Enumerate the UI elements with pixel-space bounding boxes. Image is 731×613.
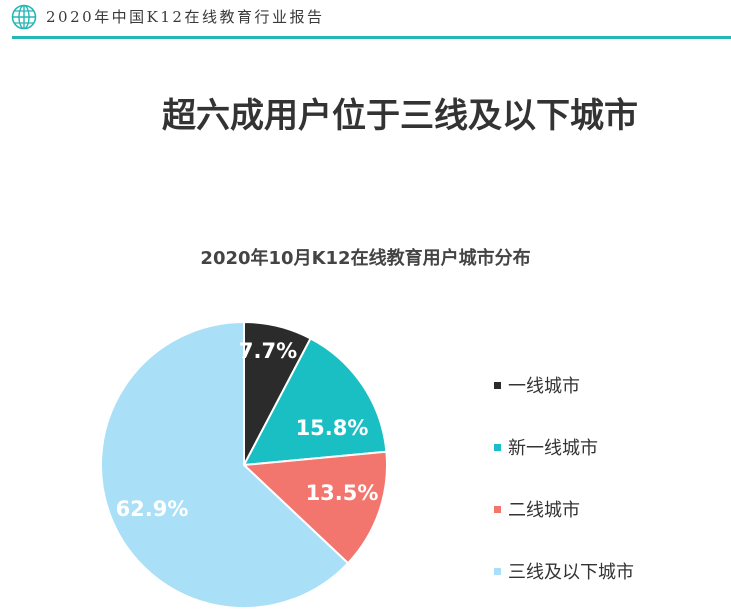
pie-slice [241,450,388,565]
header-divider [12,36,731,39]
slice-data-label: 13.5% [306,481,379,505]
legend-swatch [494,506,501,513]
legend-swatch [494,444,501,451]
chart-title: 2020年10月K12在线教育用户城市分布 [200,248,531,269]
page-title: 超六成用户位于三线及以下城市 [162,96,638,136]
report-header: 2020年中国K12在线教育行业报告 [0,0,731,39]
legend-swatch [494,382,501,389]
legend-swatch [494,568,501,575]
legend-label: 二线城市 [508,500,580,521]
report-title: 2020年中国K12在线教育行业报告 [46,8,325,26]
legend-label: 一线城市 [508,376,580,397]
legend-label: 新一线城市 [508,438,598,459]
legend-label: 三线及以下城市 [508,562,634,583]
pie-slice [100,320,350,609]
slice-data-label: 15.8% [296,416,369,440]
globe-icon [11,4,37,30]
slice-data-label: 7.7% [239,339,297,363]
slice-data-label: 62.9% [116,497,189,521]
pie-slice [242,337,388,467]
